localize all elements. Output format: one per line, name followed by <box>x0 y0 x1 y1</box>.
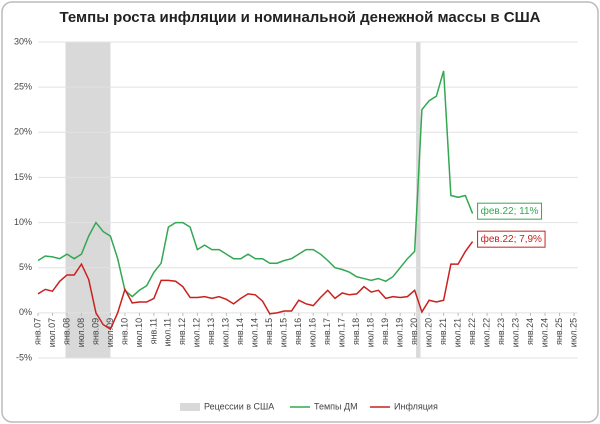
x-tick-label: янв.11 <box>148 318 158 344</box>
x-tick-label: июл.13 <box>221 318 231 347</box>
legend-label: Темпы ДМ <box>314 401 358 411</box>
recession-band <box>416 42 421 358</box>
x-tick-label: янв.14 <box>235 318 245 345</box>
x-tick-label: янв.19 <box>380 318 390 345</box>
y-tick-label: 15% <box>14 172 32 182</box>
x-tick-label: июл.16 <box>308 318 318 347</box>
recession-band <box>65 42 111 358</box>
y-tick-label: 20% <box>14 127 32 137</box>
x-tick-label: июл.12 <box>192 318 202 347</box>
x-tick-label: июл.24 <box>539 318 549 347</box>
x-tick-label: июл.17 <box>337 318 347 347</box>
x-tick-label: янв.23 <box>496 318 506 345</box>
x-tick-label: июл.10 <box>134 318 144 347</box>
legend-swatch <box>180 403 200 411</box>
x-tick-label: июл.14 <box>250 318 260 347</box>
value-label-box <box>477 202 543 220</box>
x-tick-label: янв.15 <box>264 318 274 345</box>
y-tick-label: 30% <box>14 36 32 46</box>
y-tick-label: 10% <box>14 217 32 227</box>
x-tick-label: янв.20 <box>409 318 419 345</box>
x-tick-label: янв.24 <box>525 318 535 345</box>
y-tick-label: -5% <box>16 352 32 362</box>
chart-title: Темпы роста инфляции и номинальной денеж… <box>59 9 540 26</box>
x-tick-label: июл.08 <box>76 318 86 347</box>
line-series <box>37 70 474 298</box>
x-tick-label: янв.12 <box>177 318 187 345</box>
x-tick-label: июл.15 <box>279 318 289 347</box>
legend-label: Рецессии в США <box>204 401 274 411</box>
x-tick-label: июл.07 <box>47 318 57 347</box>
x-tick-label: июл.22 <box>481 318 491 347</box>
x-tick-label: янв.21 <box>438 318 448 345</box>
value-label-box <box>477 230 546 248</box>
x-tick-label: янв.10 <box>119 318 129 345</box>
x-tick-label: янв.07 <box>32 318 42 345</box>
x-tick-label: янв.13 <box>206 318 216 345</box>
x-tick-label: янв.08 <box>61 318 71 345</box>
value-label: фев.22; 7,9% <box>481 233 542 245</box>
x-tick-label: июл.25 <box>568 318 578 347</box>
x-tick-label: июл.18 <box>366 318 376 347</box>
x-tick-label: янв.16 <box>293 318 303 345</box>
x-tick-label: июл.20 <box>424 318 434 347</box>
x-tick-label: янв.22 <box>467 318 477 345</box>
legend-label: Инфляция <box>394 401 438 411</box>
line-series <box>37 241 474 331</box>
y-tick-label: 25% <box>14 82 32 92</box>
x-tick-label: янв.25 <box>554 318 564 345</box>
value-label: фев.22; 11% <box>481 205 539 217</box>
x-tick-label: июл.09 <box>105 318 115 347</box>
x-tick-label: июл.11 <box>163 318 173 347</box>
y-tick-label: 0% <box>19 307 32 317</box>
x-tick-label: июл.21 <box>452 318 462 347</box>
x-tick-label: июл.23 <box>510 318 520 347</box>
x-tick-label: янв.17 <box>322 318 332 345</box>
x-tick-label: июл.19 <box>395 318 405 347</box>
y-tick-label: 5% <box>19 262 32 272</box>
x-tick-label: янв.18 <box>351 318 361 345</box>
x-tick-label: янв.09 <box>90 318 100 345</box>
